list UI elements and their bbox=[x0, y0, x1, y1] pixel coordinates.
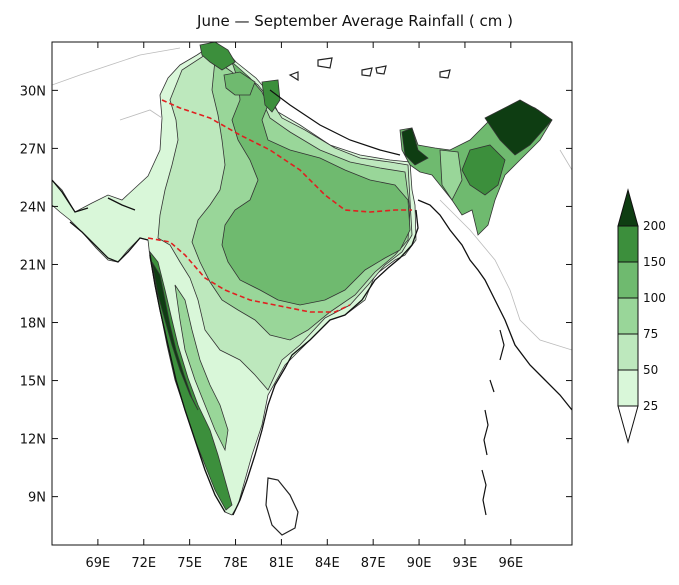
northeast-mid-patch bbox=[461, 144, 506, 196]
lon-tick-label: 75E bbox=[177, 556, 202, 571]
border-lines bbox=[52, 47, 572, 351]
lat-tick-label: 18N bbox=[20, 317, 46, 332]
andaman-islands bbox=[481, 329, 505, 516]
map-area bbox=[52, 42, 572, 545]
india-region-100-150 bbox=[221, 60, 411, 306]
colorbar-bottom-triangle bbox=[617, 405, 639, 444]
colorbar: 25 50 75 100 150 200 bbox=[617, 188, 666, 444]
western-ghats-75-100 bbox=[174, 284, 229, 452]
colorbar-segment bbox=[617, 261, 639, 299]
western-ghats-200-plus bbox=[151, 261, 199, 411]
colorbar-label: 25 bbox=[643, 399, 658, 413]
colorbar-segment bbox=[617, 369, 639, 407]
lat-tick-label: 15N bbox=[20, 375, 46, 390]
sri-lanka-outline bbox=[265, 477, 299, 536]
colorbar-segment bbox=[617, 333, 639, 371]
dashed-boundary-south bbox=[147, 237, 351, 313]
northeast-light-patch bbox=[439, 149, 463, 201]
himalaya-region-100-150 bbox=[223, 71, 256, 96]
lat-tick-label: 21N bbox=[20, 258, 46, 273]
map-title: June — September Average Rainfall ( cm ) bbox=[196, 12, 513, 30]
colorbar-segment bbox=[617, 297, 639, 335]
lon-tick-label: 72E bbox=[131, 556, 156, 571]
lat-tick-label: 27N bbox=[20, 142, 46, 157]
colorbar-label: 50 bbox=[643, 363, 658, 377]
colorbar-segment bbox=[617, 225, 639, 263]
lon-tick-label: 84E bbox=[315, 556, 340, 571]
northeast-dark-patch bbox=[484, 99, 553, 156]
colorbar-label: 100 bbox=[643, 291, 666, 305]
lat-tick-label: 30N bbox=[20, 84, 46, 99]
lat-tick-label: 24N bbox=[20, 200, 46, 215]
lon-tick-label: 69E bbox=[85, 556, 110, 571]
colorbar-label: 150 bbox=[643, 255, 666, 269]
coastline-west bbox=[52, 179, 226, 513]
colorbar-top-triangle bbox=[617, 188, 639, 227]
dashed-boundary-north bbox=[161, 99, 412, 213]
himalayan-lakes bbox=[288, 57, 451, 82]
axis-ticks: 69E 72E 75E 78E 81E 84E 87E 90E 93E 96E 9N 12N 15N 18… bbox=[20, 42, 572, 571]
lon-tick-label: 90E bbox=[407, 556, 432, 571]
coastline-north-himalaya bbox=[269, 89, 401, 156]
map-frame bbox=[51, 41, 573, 546]
lon-tick-label: 93E bbox=[453, 556, 478, 571]
lon-tick-label: 81E bbox=[269, 556, 294, 571]
coastline-burma bbox=[417, 199, 572, 411]
meghalaya-dark-patch bbox=[401, 127, 429, 166]
lon-tick-label: 96E bbox=[498, 556, 523, 571]
lat-tick-label: 12N bbox=[20, 433, 46, 448]
lat-tick-label: 9N bbox=[28, 491, 46, 506]
lon-tick-label: 78E bbox=[223, 556, 248, 571]
colorbar-label: 200 bbox=[643, 219, 666, 233]
lon-tick-label: 87E bbox=[361, 556, 386, 571]
western-ghats-150-200 bbox=[149, 250, 233, 511]
colorbar-label: 75 bbox=[643, 327, 658, 341]
himalaya-east-region bbox=[261, 79, 281, 113]
himalaya-region-150-200 bbox=[199, 42, 236, 71]
coastline-east bbox=[232, 209, 419, 516]
